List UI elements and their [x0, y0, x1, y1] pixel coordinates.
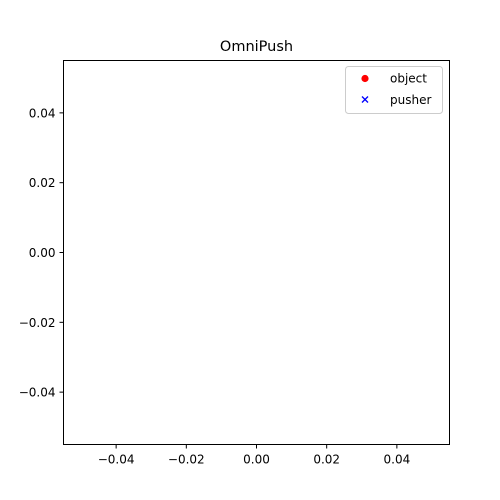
y-tick-label: 0.00 [29, 246, 56, 260]
x-tick-label: 0.00 [243, 453, 270, 467]
legend-object-marker [361, 74, 369, 83]
legend-object-label: object [390, 72, 427, 86]
x-tick-label: −0.02 [168, 453, 205, 467]
legend-pusher-label: pusher [390, 93, 431, 107]
x-tick-label: 0.02 [313, 453, 340, 467]
x-tick-label: 0.04 [384, 453, 411, 467]
chart-title: OmniPush [220, 39, 293, 55]
y-tick-label: −0.02 [19, 316, 56, 330]
legend-box [345, 66, 443, 114]
y-tick-label: 0.02 [29, 176, 56, 190]
y-tick-label: 0.04 [29, 106, 56, 120]
x-axis-ticks: −0.04 −0.02 0.00 0.02 0.04 [98, 444, 411, 467]
plot-area [63, 60, 450, 445]
legend: object pusher [345, 66, 443, 114]
y-tick-label: −0.04 [19, 386, 56, 400]
y-axis-ticks: −0.04 −0.02 0.00 0.02 0.04 [19, 106, 64, 400]
legend-pusher-marker [361, 96, 369, 103]
x-tick-label: −0.04 [98, 453, 135, 467]
